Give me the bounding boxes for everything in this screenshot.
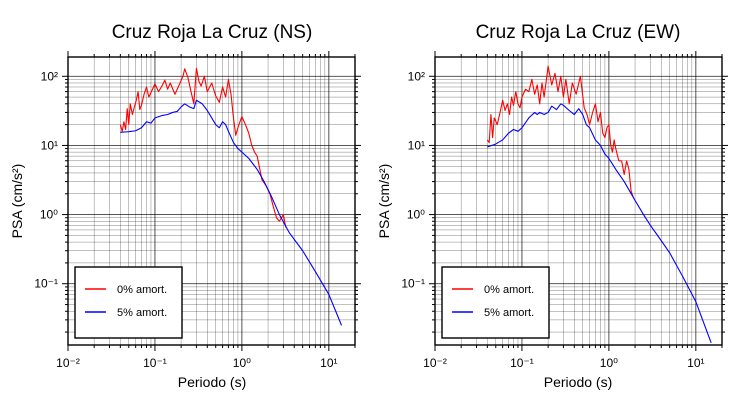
y-axis-label: PSA (cm/s²)	[9, 164, 25, 239]
y-tick-label: 10⁰	[40, 208, 58, 222]
x-tick-label: 10¹	[320, 356, 337, 370]
chart-panel-ns: Cruz Roja La Cruz (NS) 10⁻² 10⁻¹ 10⁰ 10¹10⁻…	[9, 22, 361, 390]
legend: 0% amort. 5% amort.	[74, 266, 183, 339]
plot-frame	[67, 56, 356, 346]
chart-panel-ew: Cruz Roja La Cruz (EW) 10⁻² 10⁻¹ 10⁰ 10¹10⁻…	[376, 22, 728, 390]
x-tick-label: 10⁻¹	[510, 356, 534, 370]
tick-labels: 10⁻² 10⁻¹ 10⁰ 10¹ 10⁻¹ 10⁰ 10¹ 10²	[401, 69, 704, 370]
y-axis-label-text: PSA (cm/s²)	[376, 164, 392, 239]
x-tick-label: 10⁻²	[56, 356, 80, 370]
grid-lines	[67, 57, 356, 345]
legend-label: 0% amort.	[484, 284, 534, 296]
axes	[62, 51, 361, 351]
y-tick-label: 10²	[408, 69, 425, 83]
x-axis-label: Periodo (s)	[544, 374, 612, 390]
y-tick-label: 10¹	[41, 138, 58, 152]
y-tick-label: 10⁻¹	[34, 277, 58, 291]
legend-box	[441, 266, 550, 339]
series-line	[119, 67, 287, 228]
y-axis-label: PSA (cm/s²)	[376, 164, 392, 239]
series-lines	[119, 67, 343, 326]
chart-title: Cruz Roja La Cruz (EW)	[476, 22, 681, 43]
legend: 0% amort. 5% amort.	[441, 266, 550, 339]
axes	[429, 51, 728, 351]
y-tick-label: 10²	[41, 69, 58, 83]
legend-label: 5% amort.	[484, 307, 534, 319]
legend-label: 5% amort.	[117, 307, 167, 319]
series-line	[120, 99, 343, 326]
x-axis-label: Periodo (s)	[178, 374, 246, 390]
y-tick-label: 10⁻¹	[401, 277, 425, 291]
x-tick-label: 10¹	[687, 356, 704, 370]
chart-title: Cruz Roja La Cruz (NS)	[112, 22, 313, 43]
x-tick-label: 10⁰	[600, 356, 618, 370]
series-line	[487, 103, 712, 343]
plot-frame	[434, 56, 723, 346]
tick-labels: 10⁻² 10⁻¹ 10⁰ 10¹ 10⁻¹ 10⁰ 10¹ 10²	[34, 69, 337, 370]
y-axis-label-text: PSA (cm/s²)	[9, 164, 25, 239]
series-lines	[486, 65, 712, 343]
legend-label: 0% amort.	[117, 284, 167, 296]
y-tick-label: 10⁰	[407, 208, 425, 222]
x-tick-label: 10⁻²	[423, 356, 447, 370]
x-tick-label: 10⁻¹	[143, 356, 167, 370]
y-tick-label: 10¹	[408, 138, 425, 152]
series-line	[486, 65, 634, 198]
legend-box	[74, 266, 183, 339]
x-tick-label: 10⁰	[233, 356, 251, 370]
